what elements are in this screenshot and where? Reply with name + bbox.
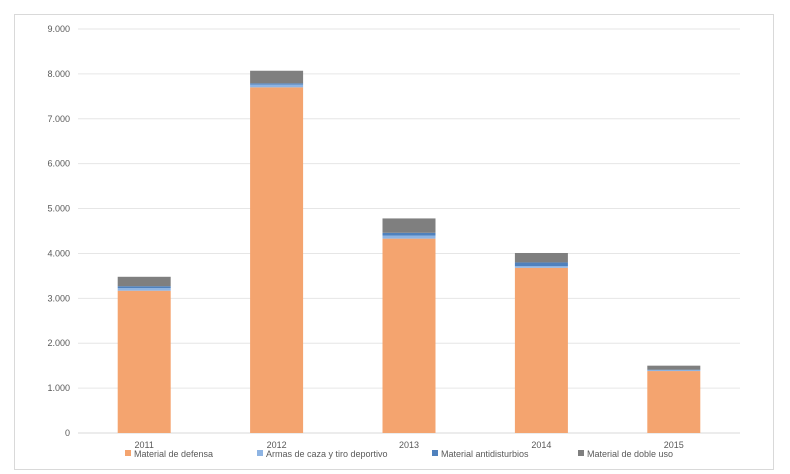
bar-segment-2013-1 bbox=[382, 235, 436, 239]
bar-segment-2012-0 bbox=[250, 87, 304, 433]
bar-segment-2014-3 bbox=[514, 252, 568, 263]
x-tick-label: 2015 bbox=[664, 440, 684, 450]
legend-label: Material de doble uso bbox=[587, 449, 673, 459]
bar-segment-2015-3 bbox=[647, 365, 701, 370]
y-axis-ticks: 0 1.000 2.000 3.000 4.000 5.000 6.000 7.000 8.00… bbox=[47, 24, 70, 438]
bar-segment-2013-3 bbox=[382, 218, 436, 233]
bar-segment-2012-2 bbox=[250, 83, 304, 85]
x-axis-ticks: 2011 2012 2013 2014 2015 bbox=[135, 440, 684, 450]
bar-segment-2011-3 bbox=[117, 276, 171, 287]
bar-segment-2014-0 bbox=[514, 267, 568, 433]
x-tick-label: 2011 bbox=[135, 440, 154, 450]
bar-segment-2014-1 bbox=[514, 266, 568, 268]
y-tick-label: 9.000 bbox=[47, 24, 70, 34]
x-tick-label: 2014 bbox=[531, 440, 551, 450]
bar-segment-2012-1 bbox=[250, 84, 304, 88]
bar-segment-2012-3 bbox=[250, 70, 304, 84]
y-tick-label: 5.000 bbox=[47, 204, 70, 214]
bar-segment-2013-2 bbox=[382, 232, 436, 236]
bar-segment-2014-2 bbox=[514, 262, 568, 267]
bar-segment-2011-2 bbox=[117, 286, 171, 289]
legend-swatch bbox=[257, 450, 263, 456]
y-tick-label: 8.000 bbox=[47, 69, 70, 79]
bars bbox=[117, 70, 701, 433]
y-tick-label: 4.000 bbox=[47, 248, 70, 258]
legend-swatch bbox=[578, 450, 584, 456]
bar-segment-2011-1 bbox=[117, 288, 171, 291]
x-tick-label: 2013 bbox=[399, 440, 419, 450]
bar-segment-2015-1 bbox=[647, 370, 701, 372]
legend: Material de defensa Armas de caza y tiro … bbox=[125, 449, 673, 459]
bar-segment-2011-0 bbox=[117, 290, 171, 433]
x-tick-label: 2012 bbox=[267, 440, 287, 450]
y-tick-label: 6.000 bbox=[47, 159, 70, 169]
y-tick-label: 3.000 bbox=[47, 293, 70, 303]
bar-segment-2013-0 bbox=[382, 238, 436, 433]
gridlines bbox=[78, 28, 740, 434]
legend-swatch bbox=[125, 450, 131, 456]
legend-label: Material antidisturbios bbox=[441, 449, 529, 459]
legend-swatch bbox=[432, 450, 438, 456]
y-tick-label: 7.000 bbox=[47, 114, 70, 124]
bar-segment-2015-0 bbox=[647, 371, 701, 433]
legend-label: Armas de caza y tiro deportivo bbox=[266, 449, 388, 459]
y-tick-label: 1.000 bbox=[47, 383, 70, 393]
y-tick-label: 2.000 bbox=[47, 338, 70, 348]
legend-label: Material de defensa bbox=[134, 449, 213, 459]
y-tick-label: 0 bbox=[65, 428, 70, 438]
